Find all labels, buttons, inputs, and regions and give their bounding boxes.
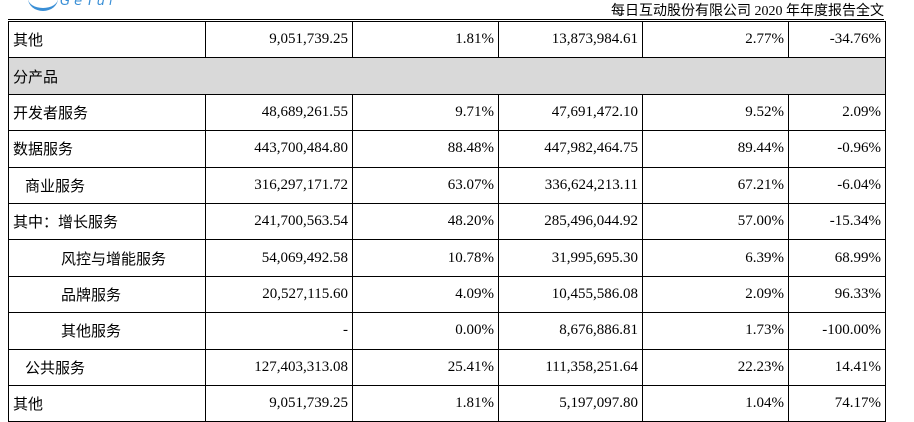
cell-value: 96.33% bbox=[788, 275, 886, 314]
cell-value: 5,197,097.80 bbox=[498, 384, 643, 422]
cell-value: 68.99% bbox=[788, 239, 886, 277]
cell-value: 0.00% bbox=[352, 312, 499, 350]
table-row: 品牌服务 20,527,115.60 4.09% 10,455,586.08 2.09%… bbox=[8, 275, 886, 314]
cell-value: 8,676,886.81 bbox=[498, 312, 643, 350]
cell-value: 20,527,115.60 bbox=[205, 275, 353, 314]
row-label: 公共服务 bbox=[8, 348, 206, 386]
row-label: 数据服务 bbox=[8, 130, 206, 168]
cell-value: -6.04% bbox=[788, 166, 886, 204]
table-row: 风控与增能服务 54,069,492.58 10.78% 31,995,695.30 6… bbox=[8, 239, 886, 277]
cell-value: 336,624,213.11 bbox=[498, 166, 643, 204]
table-row: 分产品 bbox=[8, 57, 886, 95]
section-label: 分产品 bbox=[8, 57, 886, 95]
cell-value: 9,051,739.25 bbox=[205, 384, 353, 422]
cell-value: 1.73% bbox=[642, 312, 789, 350]
cell-value: 57.00% bbox=[642, 202, 789, 241]
cell-value: 48.20% bbox=[352, 202, 499, 241]
cell-value: 285,496,044.92 bbox=[498, 202, 643, 241]
cell-value: -15.34% bbox=[788, 202, 886, 241]
cell-value: 22.23% bbox=[642, 348, 789, 386]
table-row: 其他 9,051,739.25 1.81% 13,873,984.61 2.77% -34… bbox=[8, 20, 886, 59]
table-row: 其他服务 -0.00% 8,676,886.81 1.73% -100.00% bbox=[8, 312, 886, 350]
row-label: 品牌服务 bbox=[8, 275, 206, 314]
table-row: 开发者服务 48,689,261.55 9.71% 47,691,472.10 9.52… bbox=[8, 93, 886, 132]
cell-value: 9.71% bbox=[352, 93, 499, 132]
cell-value: 88.48% bbox=[352, 130, 499, 168]
cell-value: 2.77% bbox=[642, 20, 789, 59]
cell-value: 241,700,563.54 bbox=[205, 202, 353, 241]
cell-value: 25.41% bbox=[352, 348, 499, 386]
cell-value: - bbox=[205, 312, 353, 350]
cell-value: 13,873,984.61 bbox=[498, 20, 643, 59]
cell-value: 10,455,586.08 bbox=[498, 275, 643, 314]
cell-value: 111,358,251.64 bbox=[498, 348, 643, 386]
cell-value: 2.09% bbox=[788, 93, 886, 132]
row-label: 其他 bbox=[8, 20, 206, 59]
header-rule bbox=[8, 19, 884, 20]
row-label: 商业服务 bbox=[8, 166, 206, 204]
table-row: 其他 9,051,739.25 1.81% 5,197,097.80 1.04% 74.1… bbox=[8, 384, 886, 422]
logo-icon bbox=[28, 0, 58, 11]
cell-value: 1.81% bbox=[352, 384, 499, 422]
table-row: 公共服务 127,403,313.08 25.41% 111,358,251.64 22… bbox=[8, 348, 886, 386]
cell-value: 9.52% bbox=[642, 93, 789, 132]
cell-value: 443,700,484.80 bbox=[205, 130, 353, 168]
logo: GeTui bbox=[60, 0, 117, 9]
cell-value: 89.44% bbox=[642, 130, 789, 168]
row-label: 开发者服务 bbox=[8, 93, 206, 132]
cell-value: 9,051,739.25 bbox=[205, 20, 353, 59]
table-row: 商业服务 316,297,171.72 63.07% 336,624,213.11 67… bbox=[8, 166, 886, 204]
cell-value: 48,689,261.55 bbox=[205, 93, 353, 132]
cell-value: 2.09% bbox=[642, 275, 789, 314]
cell-value: 54,069,492.58 bbox=[205, 239, 353, 277]
cell-value: -0.96% bbox=[788, 130, 886, 168]
row-label: 风控与增能服务 bbox=[8, 239, 206, 277]
cell-value: 4.09% bbox=[352, 275, 499, 314]
cell-value: 67.21% bbox=[642, 166, 789, 204]
cell-value: -100.00% bbox=[788, 312, 886, 350]
document-title: 每日互动股份有限公司 2020 年年度报告全文 bbox=[611, 4, 884, 19]
row-label: 其他服务 bbox=[8, 312, 206, 350]
cell-value: 127,403,313.08 bbox=[205, 348, 353, 386]
cell-value: 14.41% bbox=[788, 348, 886, 386]
cell-value: 1.81% bbox=[352, 20, 499, 59]
cell-value: 31,995,695.30 bbox=[498, 239, 643, 277]
cell-value: 316,297,171.72 bbox=[205, 166, 353, 204]
cell-value: -34.76% bbox=[788, 20, 886, 59]
cell-value: 6.39% bbox=[642, 239, 789, 277]
cell-value: 63.07% bbox=[352, 166, 499, 204]
cell-value: 10.78% bbox=[352, 239, 499, 277]
cell-value: 47,691,472.10 bbox=[498, 93, 643, 132]
row-label: 其中：增长服务 bbox=[8, 202, 206, 241]
cell-value: 447,982,464.75 bbox=[498, 130, 643, 168]
table-row: 其中：增长服务 241,700,563.54 48.20% 285,496,044.9… bbox=[8, 202, 886, 241]
cell-value: 1.04% bbox=[642, 384, 789, 422]
row-label: 其他 bbox=[8, 384, 206, 422]
table-row: 数据服务 443,700,484.80 88.48% 447,982,464.75 89… bbox=[8, 130, 886, 168]
cell-value: 74.17% bbox=[788, 384, 886, 422]
data-table: 其他 9,051,739.25 1.81% 13,873,984.61 2.77% -34… bbox=[8, 20, 886, 422]
